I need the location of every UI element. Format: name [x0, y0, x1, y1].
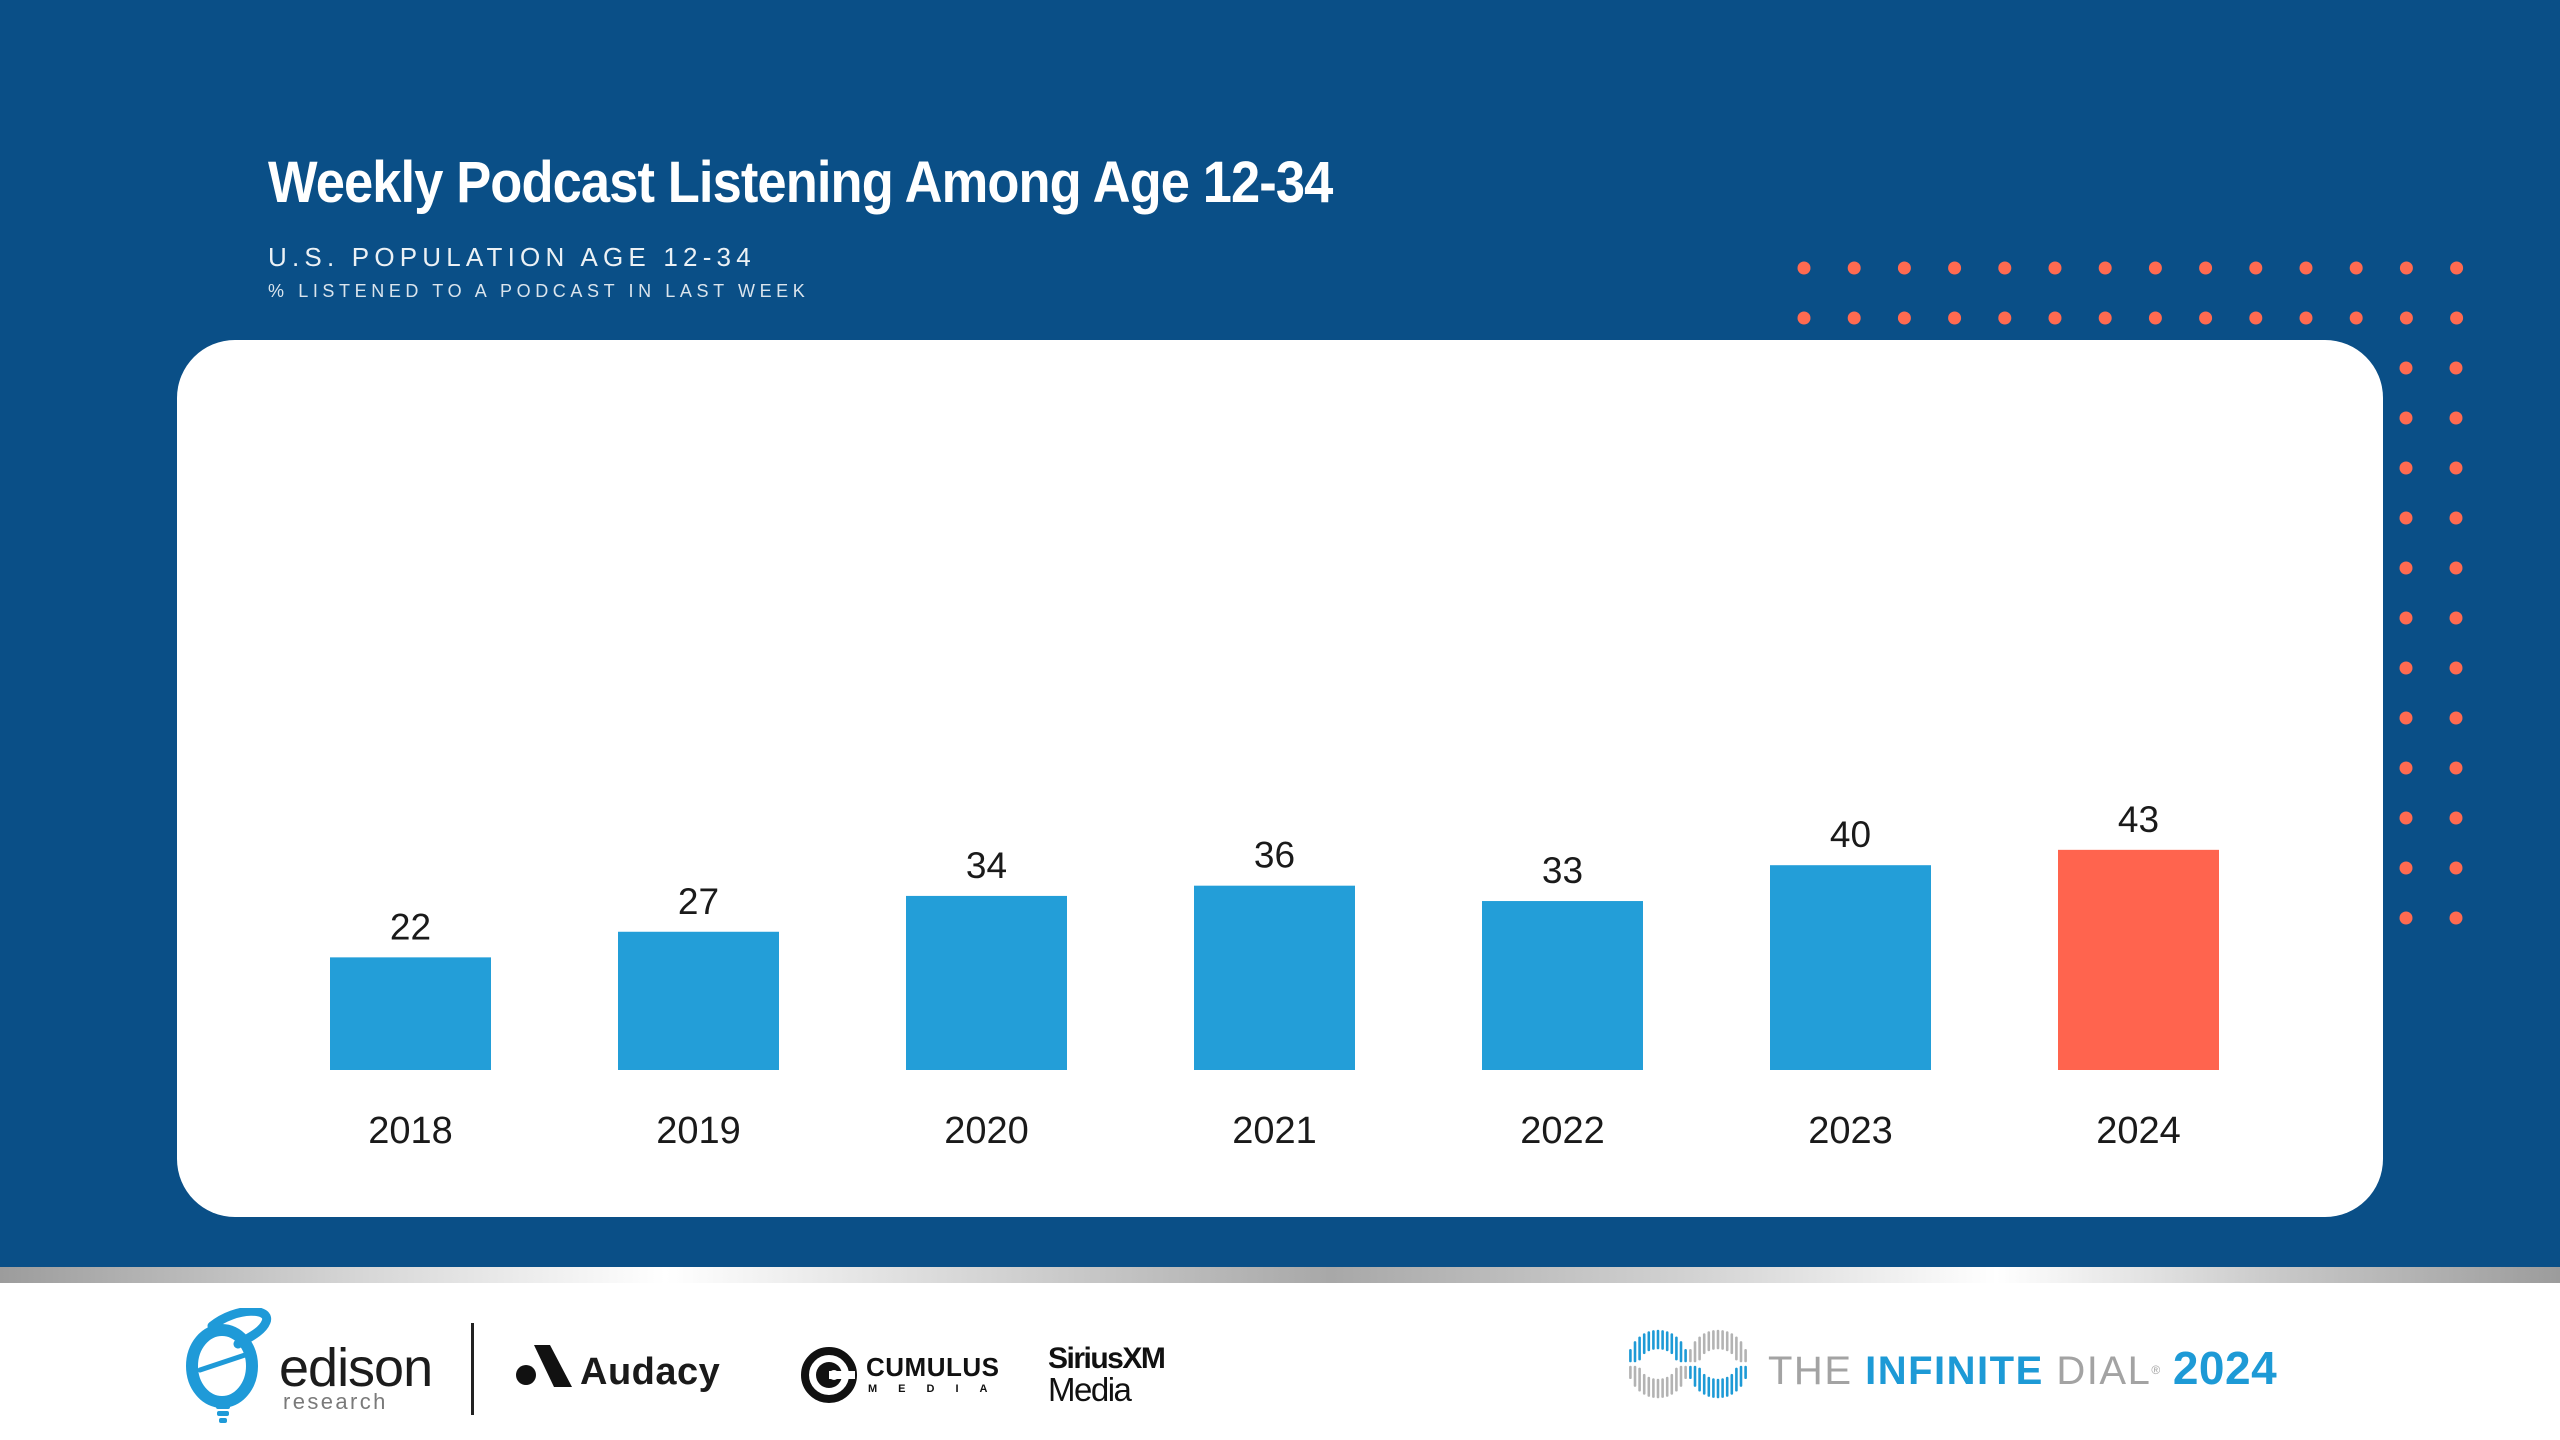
value-label-2024: 43 [2118, 799, 2159, 840]
chart-card [177, 340, 2383, 1217]
audacy-logo-text: Audacy [580, 1351, 721, 1393]
value-label-2020: 34 [966, 845, 1007, 886]
cumulus-logo-text: CUMULUS [866, 1352, 1000, 1382]
bar-2024 [2058, 849, 2219, 1070]
brand-year: 2024 [2172, 1342, 2278, 1394]
value-label-2019: 27 [678, 881, 719, 922]
brand-dial: DIAL [2056, 1349, 2152, 1393]
category-label-2020: 2020 [944, 1110, 1029, 1152]
brand-infinite: INFINITE [1865, 1349, 2044, 1393]
category-label-2023: 2023 [1808, 1110, 1893, 1152]
category-label-2021: 2021 [1232, 1110, 1317, 1152]
bar-2022 [1482, 901, 1643, 1070]
value-label-2018: 22 [390, 906, 431, 947]
category-label-2022: 2022 [1520, 1110, 1605, 1152]
bar-2020 [906, 895, 1067, 1070]
cumulus-logo-icon [801, 1347, 857, 1403]
metallic-divider-strip [0, 1267, 2560, 1283]
bar-2021 [1194, 885, 1355, 1070]
category-label-2019: 2019 [656, 1110, 741, 1152]
brand-the: THE [1768, 1349, 1853, 1393]
bar-2023 [1770, 865, 1931, 1070]
infinite-dial-brand: THE INFINITE DIAL® 2024 [1768, 1345, 2277, 1394]
value-label-2021: 36 [1254, 835, 1295, 876]
category-label-2024: 2024 [2096, 1110, 2181, 1152]
measure-subtitle: % LISTENED TO A PODCAST IN LAST WEEK [268, 281, 810, 301]
bar-2019 [618, 931, 779, 1070]
value-label-2023: 40 [1830, 814, 1871, 855]
logo-divider [471, 1323, 474, 1415]
edison-research-text: research [283, 1389, 388, 1414]
value-label-2022: 33 [1542, 850, 1583, 891]
siriusxm-media-text: Media [1048, 1371, 1132, 1408]
edison-logo-text: edison [279, 1338, 433, 1398]
bar-2018 [330, 957, 491, 1070]
audacy-logo-icon [516, 1345, 572, 1387]
chart-title: Weekly Podcast Listening Among Age 12-34 [268, 150, 1333, 215]
edison-lightbulb-icon [186, 1308, 272, 1423]
registered-mark: ® [2151, 1363, 2161, 1377]
category-label-2018: 2018 [368, 1110, 453, 1152]
infinity-dial-icon [1629, 1329, 1747, 1399]
footer [0, 1283, 2560, 1440]
siriusxm-logo-text: SiriusXM [1048, 1342, 1166, 1375]
cumulus-media-text: MEDIA [868, 1383, 1009, 1395]
population-subtitle: U.S. POPULATION AGE 12-34 [268, 242, 756, 272]
